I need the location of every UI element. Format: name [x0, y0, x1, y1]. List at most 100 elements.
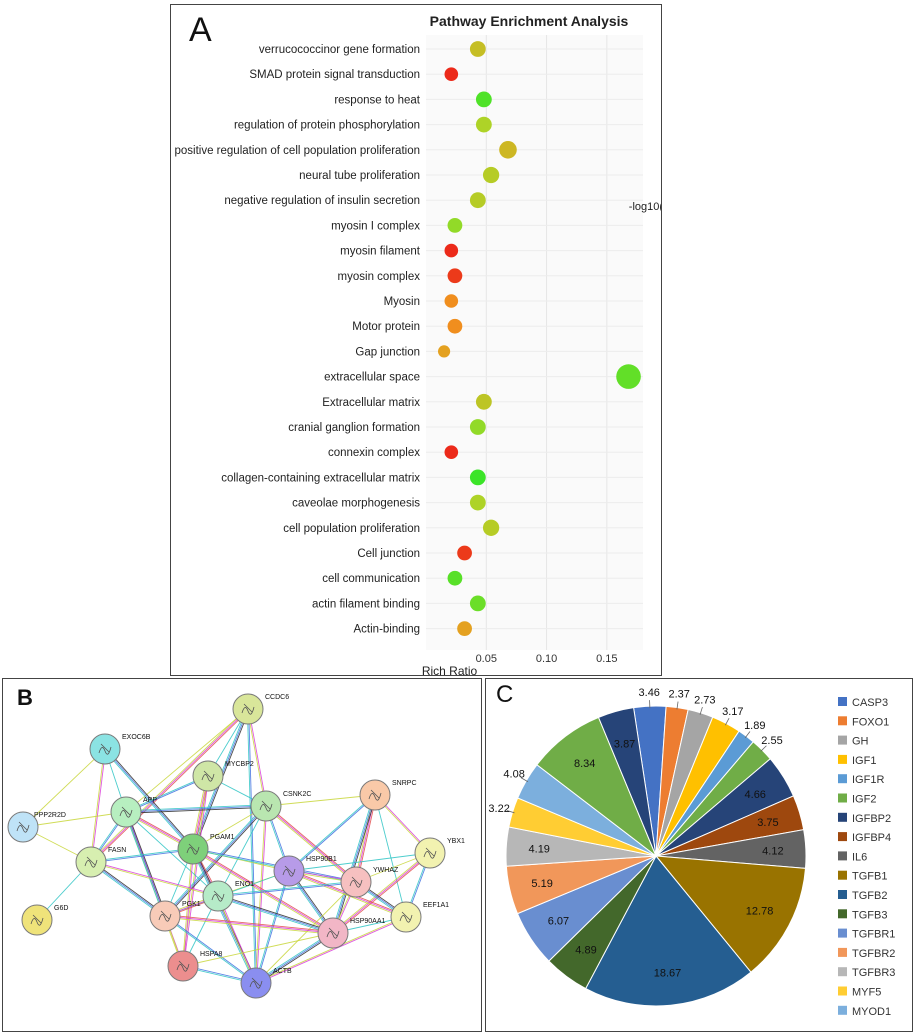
network-edge — [191, 849, 256, 984]
term-label: SMAD protein signal transduction — [249, 69, 420, 81]
network-edge — [125, 811, 219, 897]
x-tick-label: 0.05 — [476, 653, 497, 665]
protein-structure-icon — [30, 914, 44, 926]
legend-swatch — [838, 832, 847, 842]
pie-value-label: 3.22 — [488, 803, 509, 815]
legend-label: IGF1R — [852, 774, 884, 786]
legend-label: CASP3 — [852, 697, 888, 709]
network-edge — [165, 914, 334, 933]
network-node — [240, 967, 272, 999]
protein-structure-icon — [84, 856, 98, 868]
node-label: YWHAZ — [373, 867, 399, 874]
panel-c-pie: C 3.46 2.37 2.73 3.17 1.89 2.55 4.66 3.75 4.12 12… — [485, 678, 913, 1032]
protein-structure-icon — [259, 800, 273, 812]
bubble — [475, 116, 492, 133]
network-edge — [126, 811, 167, 916]
term-label: Actin-binding — [354, 624, 420, 636]
node-label: G6D — [54, 905, 68, 912]
network-edge — [256, 806, 268, 984]
network-edge — [104, 748, 194, 850]
node-label: HSP90B1 — [306, 856, 337, 863]
node-label: CSNK2C — [283, 791, 311, 798]
network-edge — [22, 748, 106, 828]
protein-structure-icon — [16, 821, 30, 833]
legend-label: IGFBP2 — [852, 813, 891, 825]
bubble — [469, 192, 486, 209]
pie-value-label: 1.89 — [744, 720, 765, 732]
network-edge — [331, 851, 430, 933]
network-edge — [89, 748, 105, 862]
network-edge — [255, 915, 406, 983]
bubble — [469, 494, 486, 511]
legend-swatch — [838, 967, 847, 977]
term-label: Gap junction — [355, 346, 420, 358]
protein-structure-icon — [349, 876, 363, 888]
network-node — [177, 833, 209, 865]
legend-swatch — [838, 909, 847, 919]
legend-label: GH — [852, 736, 869, 748]
network-edge — [374, 794, 407, 918]
protein-structure-icon — [98, 743, 112, 755]
network-node — [202, 880, 234, 912]
pie-value-label: 5.19 — [531, 878, 552, 890]
plot-area — [426, 35, 643, 650]
network-edge — [254, 805, 266, 983]
network-edge — [217, 895, 334, 934]
bubble — [444, 67, 459, 81]
legend-label: TGFBR2 — [852, 948, 895, 960]
term-label: cranial ganglion formation — [288, 422, 420, 434]
node-label: CCDC6 — [265, 694, 289, 701]
bubble — [616, 364, 641, 389]
legend-swatch — [838, 716, 847, 726]
legend-label: IGFBP4 — [852, 832, 891, 844]
bubble — [482, 166, 500, 184]
pie-value-label: 4.12 — [762, 846, 783, 858]
x-tick-label: 0.10 — [536, 653, 557, 665]
network-node — [75, 846, 107, 878]
network-edge — [248, 708, 258, 983]
network-edge — [218, 895, 258, 983]
protein-structure-icon — [249, 977, 263, 989]
term-label: collagen-containing extracellular matrix — [221, 472, 420, 484]
legend-label: TGFBR3 — [852, 967, 895, 979]
pie-value-label: 2.73 — [694, 694, 715, 706]
legend-swatch — [838, 774, 847, 784]
bubble — [444, 445, 459, 459]
legend-label: TGFB3 — [852, 909, 887, 921]
network-node — [149, 900, 181, 932]
x-tick-label: 0.15 — [596, 653, 617, 665]
protein-structure-icon — [399, 911, 413, 923]
network-edge — [332, 852, 431, 934]
network-node — [89, 733, 121, 765]
pie-leader-line — [676, 701, 679, 710]
network-node — [167, 950, 199, 982]
bubble — [437, 345, 451, 358]
network-node — [273, 855, 305, 887]
network-edge — [91, 860, 219, 896]
network-edge — [288, 871, 406, 919]
legend-label: FOXO1 — [852, 716, 889, 728]
bubble — [444, 243, 459, 258]
pie-leader-line — [506, 810, 515, 814]
network-edge — [125, 805, 267, 813]
protein-structure-icon — [326, 927, 340, 939]
network-edge — [126, 806, 267, 814]
network-edge — [246, 709, 256, 984]
legend-swatch — [838, 986, 847, 996]
network-edge — [193, 847, 334, 933]
network-edge — [246, 709, 266, 807]
network-edge — [248, 708, 268, 806]
network-edge — [265, 794, 376, 807]
term-label: myosin filament — [340, 246, 421, 258]
network-node — [390, 901, 422, 933]
network-edge — [265, 805, 357, 883]
node-label: EXOC6B — [122, 734, 151, 741]
network-edge — [89, 707, 248, 862]
network-edge — [90, 708, 249, 863]
node-label: ENO1 — [235, 881, 254, 888]
network-edge — [255, 881, 357, 984]
legend-label: TGFB1 — [852, 871, 887, 883]
term-label: cell population proliferation — [283, 523, 420, 535]
pie-value-label: 4.08 — [503, 769, 524, 781]
bubble — [469, 595, 486, 612]
